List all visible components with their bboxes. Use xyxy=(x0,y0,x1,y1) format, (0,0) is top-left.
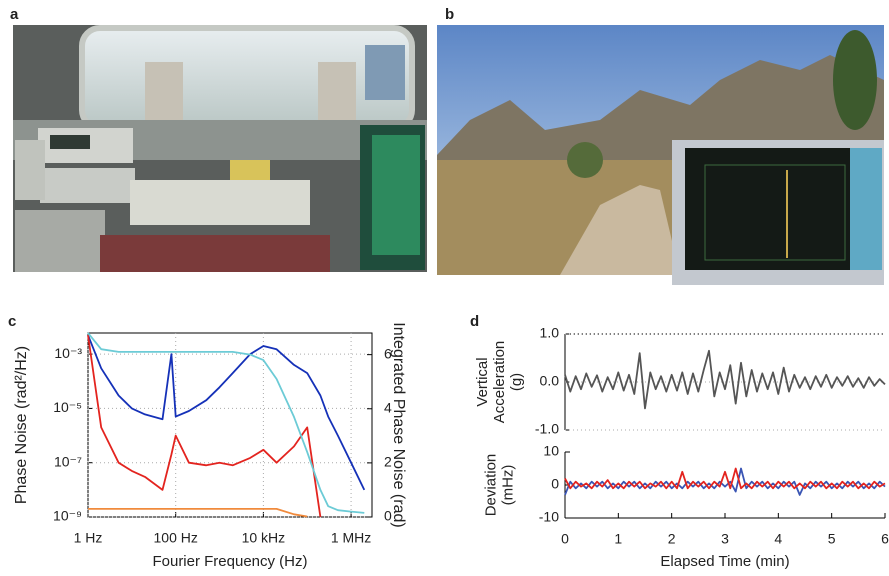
y2-tick-label: 0 xyxy=(384,508,392,524)
photo-b xyxy=(437,25,884,285)
y2-tick-label: 4 xyxy=(384,399,392,415)
data-line xyxy=(87,334,322,518)
y-axis-label: (g) xyxy=(508,373,525,391)
y2-axis-label: Integrated Phase Noise (rad) xyxy=(390,322,407,527)
panel-label: d xyxy=(470,313,479,330)
x-tick-label: 0 xyxy=(561,531,569,547)
data-line xyxy=(564,467,886,496)
y-tick-label: 1.0 xyxy=(540,325,560,341)
data-line xyxy=(564,467,886,490)
data-line xyxy=(564,349,886,410)
x-tick-label: 2 xyxy=(668,531,676,547)
panel-label: a xyxy=(10,6,19,23)
x-axis-label: Elapsed Time (min) xyxy=(660,553,789,570)
x-tick-label: 5 xyxy=(828,531,836,547)
x-tick-label: 100 Hz xyxy=(154,530,198,546)
y-tick-label: 10⁻⁷ xyxy=(54,453,82,469)
x-axis-label: Fourier Frequency (Hz) xyxy=(152,553,307,570)
x-tick-label: 1 Hz xyxy=(74,530,103,546)
y-axis-label: Vertical xyxy=(474,357,491,406)
y2-tick-label: 2 xyxy=(384,454,392,470)
y-tick-label: 10⁻⁵ xyxy=(53,399,82,415)
panel-label: b xyxy=(445,6,454,23)
y-tick-label: 0.0 xyxy=(540,373,560,389)
y-tick-label: -10 xyxy=(539,509,559,525)
x-tick-label: 6 xyxy=(881,531,889,547)
y-tick-label: 0 xyxy=(551,476,559,492)
y-tick-label: 10⁻⁹ xyxy=(53,508,82,524)
data-line xyxy=(88,508,308,518)
x-tick-label: 1 xyxy=(614,531,622,547)
data-line xyxy=(87,334,366,491)
y2-tick-label: 6 xyxy=(384,345,392,361)
y-axis-label: Phase Noise (rad²/Hz) xyxy=(13,346,30,504)
x-tick-label: 4 xyxy=(774,531,782,547)
y-axis-label: Deviation xyxy=(482,454,499,517)
y-tick-label: 10 xyxy=(543,443,559,459)
y-axis-label: Acceleration xyxy=(491,341,508,424)
panel-label: c xyxy=(8,313,16,330)
data-line xyxy=(87,332,365,514)
y-tick-label: -1.0 xyxy=(535,421,559,437)
photo-a xyxy=(13,25,427,272)
x-tick-label: 1 MHz xyxy=(331,530,371,546)
y-axis-label: (mHz) xyxy=(499,465,516,506)
x-tick-label: 3 xyxy=(721,531,729,547)
x-tick-label: 10 kHz xyxy=(242,530,286,546)
plot-frame xyxy=(87,332,373,518)
y-tick-label: 10⁻³ xyxy=(54,345,82,361)
